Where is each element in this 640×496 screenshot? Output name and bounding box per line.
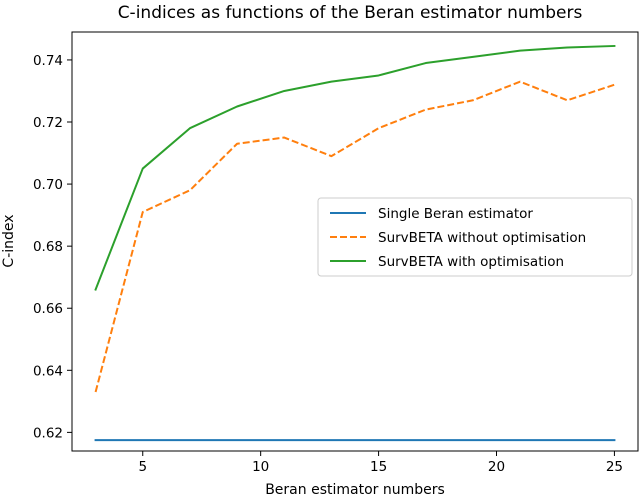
- y-axis: 0.62 0.64 0.66 0.68 0.70 0.72 0.74: [33, 53, 72, 441]
- series-layer: [94, 44, 616, 442]
- y-tick-label: 0.66: [33, 301, 63, 317]
- x-tick-label: 25: [606, 459, 623, 475]
- plot-area: [71, 31, 639, 452]
- y-tick-label: 0.68: [33, 239, 63, 255]
- legend: Single Beran estimator SurvBETA without o…: [317, 197, 633, 277]
- y-tick-label: 0.72: [33, 115, 63, 131]
- x-tick-label: 5: [138, 459, 147, 475]
- x-tick-label: 15: [370, 459, 387, 475]
- chart-title: C-indices as functions of the Beran esti…: [118, 3, 583, 23]
- legend-box: [317, 197, 633, 277]
- x-axis-title: Beran estimator numbers: [265, 482, 445, 496]
- y-tick-label: 0.74: [33, 53, 63, 69]
- x-tick-label: 20: [488, 459, 505, 475]
- legend-label-1: Single Beran estimator: [378, 206, 533, 222]
- y-tick-label: 0.64: [33, 363, 63, 379]
- x-axis: 5 10 15 20 25: [138, 451, 623, 475]
- x-tick-label: 10: [252, 459, 269, 475]
- legend-label-2: SurvBETA without optimisation: [378, 230, 586, 246]
- y-axis-title: C-index: [1, 214, 17, 267]
- plot-frame: [71, 31, 639, 452]
- series-line-3: [94, 44, 616, 291]
- y-tick-label: 0.62: [33, 425, 63, 441]
- legend-label-3: SurvBETA with optimisation: [378, 254, 564, 270]
- series-line-2: [94, 80, 615, 393]
- y-tick-label: 0.70: [33, 177, 63, 193]
